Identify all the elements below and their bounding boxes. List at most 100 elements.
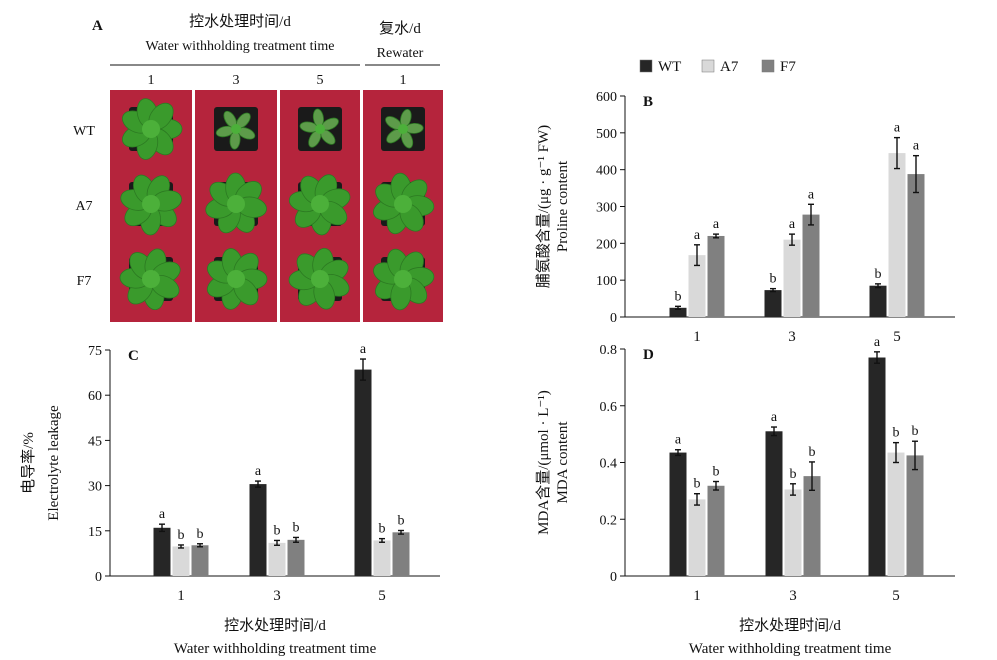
plant-wt-col1 (121, 98, 183, 160)
row-label-wt: WT (73, 124, 95, 139)
plant-center (227, 195, 245, 213)
row-label-a7: A7 (75, 199, 92, 214)
significance-letter: b (790, 467, 797, 482)
bar-a7 (784, 489, 802, 576)
y-axis-label-en: MDA content (555, 421, 571, 504)
plant-center (311, 270, 329, 288)
plant-center (394, 270, 412, 288)
significance-letter: b (713, 465, 720, 480)
bar-a7 (688, 499, 706, 576)
plant-center (394, 195, 412, 213)
y-tick-label: 200 (596, 237, 617, 252)
significance-letter: b (893, 426, 900, 441)
significance-letter: a (771, 410, 778, 425)
legend-label-wt: WT (658, 59, 681, 75)
plant-wt-col2 (214, 107, 258, 151)
significance-letter: a (789, 217, 796, 232)
plant-center (142, 195, 160, 213)
y-tick-label: 0 (610, 570, 617, 585)
legend-swatch-wt (639, 59, 653, 73)
bar-a7 (887, 452, 905, 576)
plant-center (227, 270, 245, 288)
x-axis-label-en: Water withholding treatment time (174, 641, 377, 657)
bar-a7 (688, 255, 706, 317)
bar-f7 (802, 214, 820, 317)
panel-a-header-en: Water withholding treatment time (146, 39, 335, 54)
panel-a-rewater-en: Rewater (377, 46, 424, 61)
y-tick-label: 100 (596, 274, 617, 289)
column-label-4: 1 (400, 73, 407, 88)
y-tick-label: 0.8 (600, 343, 618, 358)
plant-f7-col1 (119, 248, 181, 311)
bar-f7 (707, 235, 725, 317)
plant-center (315, 124, 325, 134)
y-tick-label: 0.6 (600, 400, 618, 415)
plant-center (231, 124, 241, 134)
plant-a7-col2 (205, 172, 267, 234)
bar-f7 (907, 174, 925, 317)
plant-f7-col2 (206, 248, 268, 310)
bar-wt (249, 484, 267, 576)
x-tick-label: 5 (378, 588, 386, 604)
y-axis-label-zh: 脯氨酸含量/(μg · g⁻¹ FW) (535, 125, 552, 288)
bar-wt (354, 369, 372, 576)
plant-a7-col1 (120, 174, 182, 236)
legend-swatch-a7 (701, 59, 715, 73)
significance-letter: b (197, 527, 204, 542)
significance-letter: a (713, 217, 720, 232)
x-tick-label: 3 (789, 588, 797, 604)
bar-f7 (707, 485, 725, 576)
y-axis-label-en: Electrolyte leakage (46, 405, 62, 521)
panel-letter: C (128, 348, 139, 364)
plant-wt-col4 (381, 107, 425, 151)
significance-letter: a (255, 464, 262, 479)
column-label-1: 1 (148, 73, 155, 88)
plant-a7-col4 (373, 172, 435, 235)
x-tick-label: 5 (893, 329, 901, 345)
significance-letter: b (675, 289, 682, 304)
bar-a7 (172, 546, 190, 576)
significance-letter: a (913, 139, 920, 154)
bar-wt (868, 357, 886, 576)
bar-wt (669, 452, 687, 576)
significance-letter: a (675, 433, 682, 448)
significance-letter: b (770, 272, 777, 287)
significance-letter: b (809, 445, 816, 460)
plant-wt-col3 (298, 107, 342, 151)
y-tick-label: 0.4 (600, 457, 618, 472)
bar-a7 (783, 239, 801, 317)
significance-letter: b (875, 267, 882, 282)
y-tick-label: 60 (88, 389, 102, 404)
significance-letter: b (178, 528, 185, 543)
bar-a7 (888, 153, 906, 317)
plant-a7-col3 (288, 174, 351, 236)
plant-center (398, 124, 408, 134)
bar-f7 (392, 532, 410, 576)
x-tick-label: 1 (693, 329, 701, 345)
y-axis-label-zh: 电导率/% (20, 432, 37, 494)
significance-letter: a (808, 187, 815, 202)
x-tick-label: 5 (892, 588, 900, 604)
plant-center (142, 120, 160, 138)
bar-a7 (268, 542, 286, 576)
panel-a-photo-grid: A 控水处理时间/d Water withholding treatment t… (73, 13, 443, 322)
x-tick-label: 1 (693, 588, 701, 604)
bar-f7 (287, 539, 305, 576)
column-label-3: 5 (317, 73, 324, 88)
legend: WT A7 F7 (639, 59, 796, 75)
x-tick-label: 3 (788, 329, 796, 345)
significance-letter: b (694, 477, 701, 492)
x-tick-label: 1 (177, 588, 185, 604)
x-axis-label-zh: 控水处理时间/d (739, 617, 841, 634)
significance-letter: a (874, 335, 881, 350)
significance-letter: a (694, 228, 701, 243)
column-label-2: 3 (233, 73, 240, 88)
y-tick-label: 30 (88, 480, 102, 495)
plant-center (311, 195, 329, 213)
significance-letter: b (274, 523, 281, 538)
panel-letter: B (643, 94, 653, 110)
significance-letter: a (894, 121, 901, 136)
bar-wt (765, 431, 783, 576)
y-axis-label-en: Proline content (555, 160, 571, 252)
